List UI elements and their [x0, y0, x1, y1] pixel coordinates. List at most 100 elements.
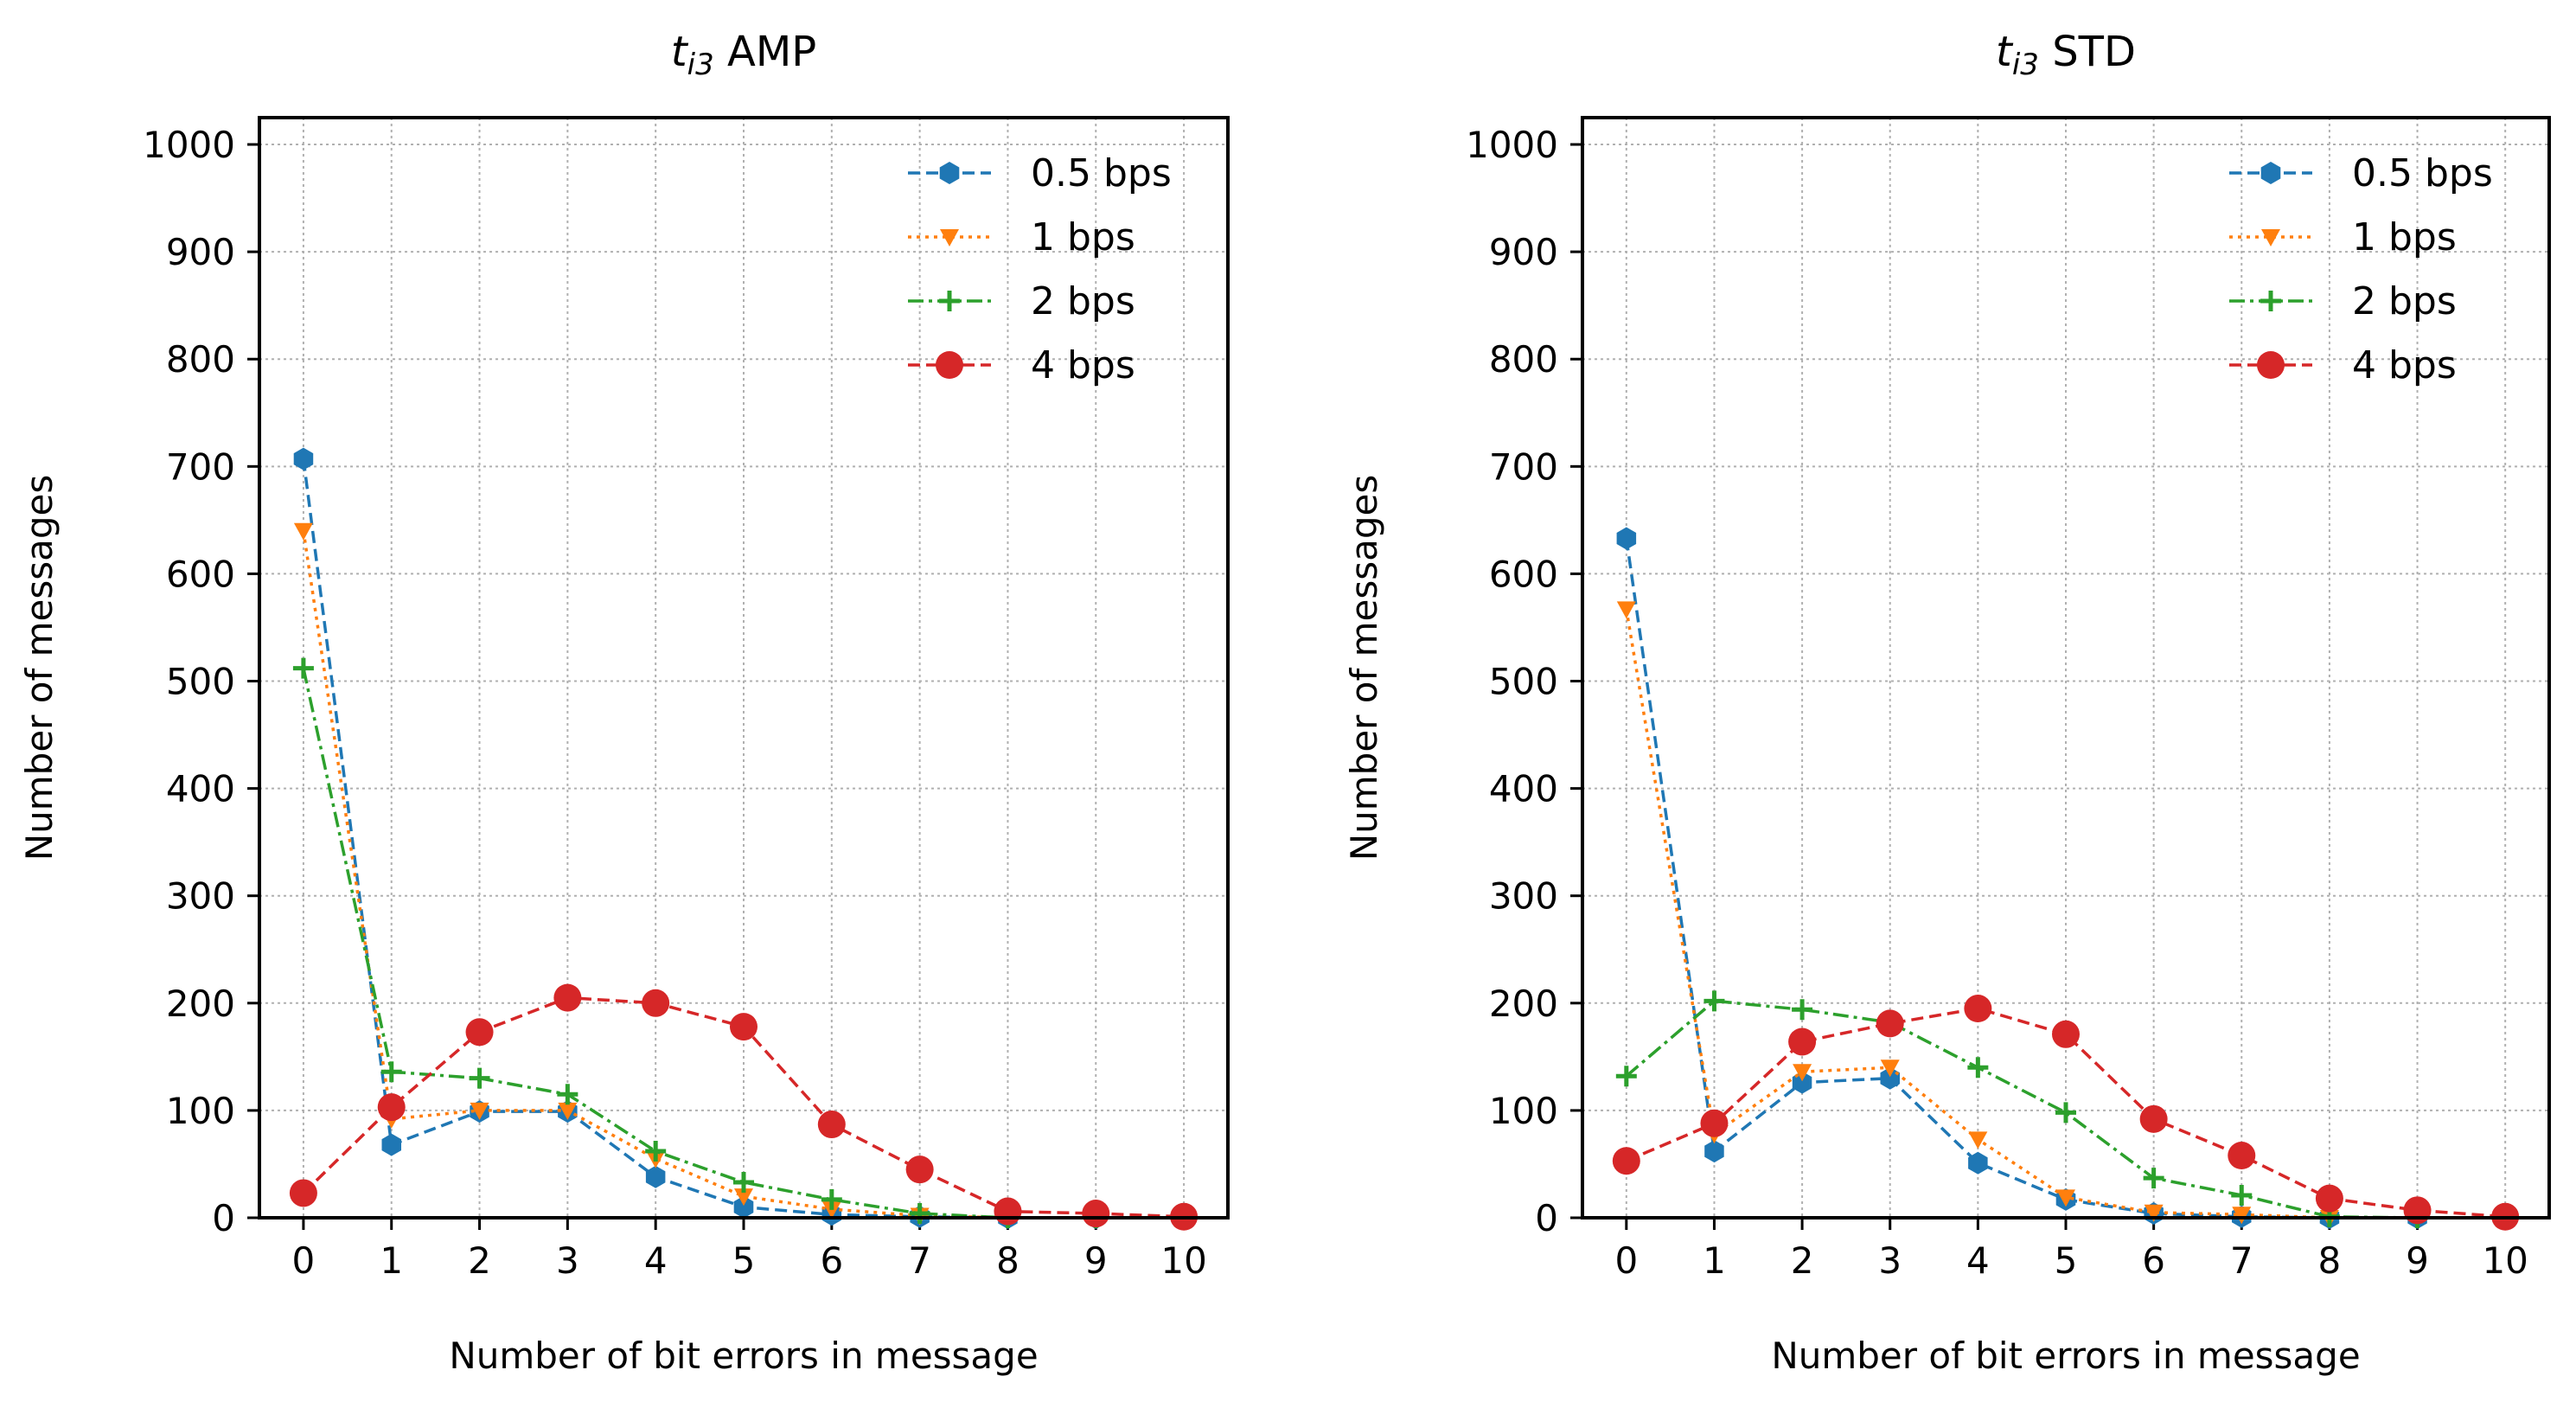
legend-entry: 0.5 bps [2229, 151, 2493, 195]
y-tick-label: 800 [1489, 338, 1558, 381]
y-tick-label: 900 [166, 231, 235, 273]
chart-title: ti3 AMP [671, 28, 816, 82]
data-point [293, 522, 313, 541]
legend-entry: 2 bps [908, 279, 1135, 323]
x-tick-label: 5 [732, 1239, 756, 1282]
legend-entry: 4 bps [908, 343, 1135, 387]
legend-entry: 4 bps [2229, 343, 2457, 387]
legend-label: 2 bps [1031, 279, 1135, 323]
x-tick-label: 5 [2055, 1239, 2078, 1282]
y-tick-label: 700 [1489, 445, 1558, 488]
x-tick-label: 9 [1084, 1239, 1108, 1282]
data-point [2231, 1184, 2253, 1206]
data-point [2055, 1102, 2076, 1124]
x-tick-label: 10 [2482, 1239, 2528, 1282]
y-tick-label: 300 [1489, 875, 1558, 918]
legend-label: 2 bps [2352, 279, 2457, 323]
data-point [377, 1093, 406, 1122]
data-point [469, 1067, 490, 1089]
legend-label: 1 bps [1031, 215, 1135, 259]
x-tick-label: 4 [644, 1239, 668, 1282]
y-tick-label: 1000 [143, 124, 235, 166]
data-point [642, 989, 670, 1017]
x-tick-label: 2 [1791, 1239, 1814, 1282]
data-point [994, 1197, 1022, 1226]
data-point [733, 1195, 754, 1219]
legend-marker [936, 351, 963, 379]
data-point [821, 1188, 842, 1210]
legend-marker [939, 162, 960, 184]
x-tick-label: 7 [908, 1239, 931, 1282]
legend-label: 4 bps [2352, 343, 2457, 387]
series-line [1626, 1007, 2506, 1219]
x-tick-label: 3 [556, 1239, 579, 1282]
data-point [2052, 1020, 2080, 1048]
y-tick-label: 900 [1489, 231, 1558, 273]
chart-panel-std: 0 1 2 3 4 5 6 7 8 9 100100200300400500600700800900… [1343, 28, 2551, 1377]
data-point [645, 1141, 667, 1162]
legend-marker [2257, 351, 2285, 379]
y-tick-label: 800 [166, 338, 235, 381]
data-point [1968, 1131, 1988, 1149]
data-point [380, 1061, 402, 1083]
y-tick-label: 400 [1489, 768, 1558, 810]
y-tick-label: 300 [166, 875, 235, 918]
data-point [645, 1165, 666, 1188]
legend-label: 1 bps [2352, 215, 2457, 259]
data-point [909, 1203, 930, 1225]
data-point [2143, 1168, 2164, 1189]
data-point [2056, 1189, 2075, 1207]
data-point [1788, 1027, 1817, 1056]
y-tick-label: 100 [166, 1090, 235, 1132]
legend-entry: 0.5 bps [908, 151, 1172, 195]
x-tick-label: 3 [1878, 1239, 1902, 1282]
chart-panel-amp: 0 1 2 3 4 5 6 7 8 9 100100200300400500600700800900… [18, 28, 1230, 1377]
x-tick-label: 4 [1966, 1239, 1990, 1282]
data-point [2139, 1104, 2168, 1133]
data-point [1876, 1009, 1904, 1038]
data-point [1616, 601, 1636, 619]
data-point [821, 1201, 841, 1220]
data-point [381, 1133, 401, 1156]
y-tick-label: 500 [1489, 661, 1558, 703]
data-point [553, 983, 582, 1012]
legend-marker [2260, 291, 2281, 311]
data-point [1880, 1066, 1900, 1090]
y-axis-label: Number of messages [18, 475, 61, 861]
data-point [905, 1156, 934, 1184]
x-tick-label: 8 [996, 1239, 1020, 1282]
x-tick-label: 6 [820, 1239, 843, 1282]
x-tick-label: 0 [1614, 1239, 1638, 1282]
data-point [1700, 1109, 1729, 1137]
data-point [470, 1102, 489, 1120]
legend-marker [940, 229, 959, 246]
data-point [1880, 1060, 1900, 1078]
data-point [558, 1102, 578, 1120]
x-tick-label: 6 [2142, 1239, 2165, 1282]
data-point [2403, 1196, 2432, 1225]
y-tick-label: 700 [166, 445, 235, 488]
data-point [293, 447, 314, 471]
data-point [1616, 527, 1637, 550]
x-tick-label: 9 [2406, 1239, 2429, 1282]
legend-marker [2260, 162, 2281, 184]
x-axis-label: Number of bit errors in message [1771, 1335, 2360, 1377]
y-tick-label: 600 [1489, 553, 1558, 595]
data-point [292, 657, 314, 679]
legend-marker [2261, 229, 2280, 246]
data-point [734, 1188, 753, 1207]
y-tick-label: 200 [1489, 983, 1558, 1025]
data-point [1612, 1147, 1640, 1175]
x-tick-label: 2 [468, 1239, 491, 1282]
y-tick-label: 400 [166, 768, 235, 810]
data-point [1793, 1064, 1812, 1082]
series-4-bps-bps [1612, 995, 2520, 1231]
y-tick-label: 0 [1535, 1197, 1558, 1239]
legend-entry: 1 bps [2229, 215, 2457, 259]
x-tick-label: 1 [1703, 1239, 1726, 1282]
y-axis-label: Number of messages [1343, 475, 1385, 861]
data-point [1964, 995, 1992, 1023]
data-point [1615, 1066, 1637, 1087]
data-point [1704, 1140, 1724, 1163]
